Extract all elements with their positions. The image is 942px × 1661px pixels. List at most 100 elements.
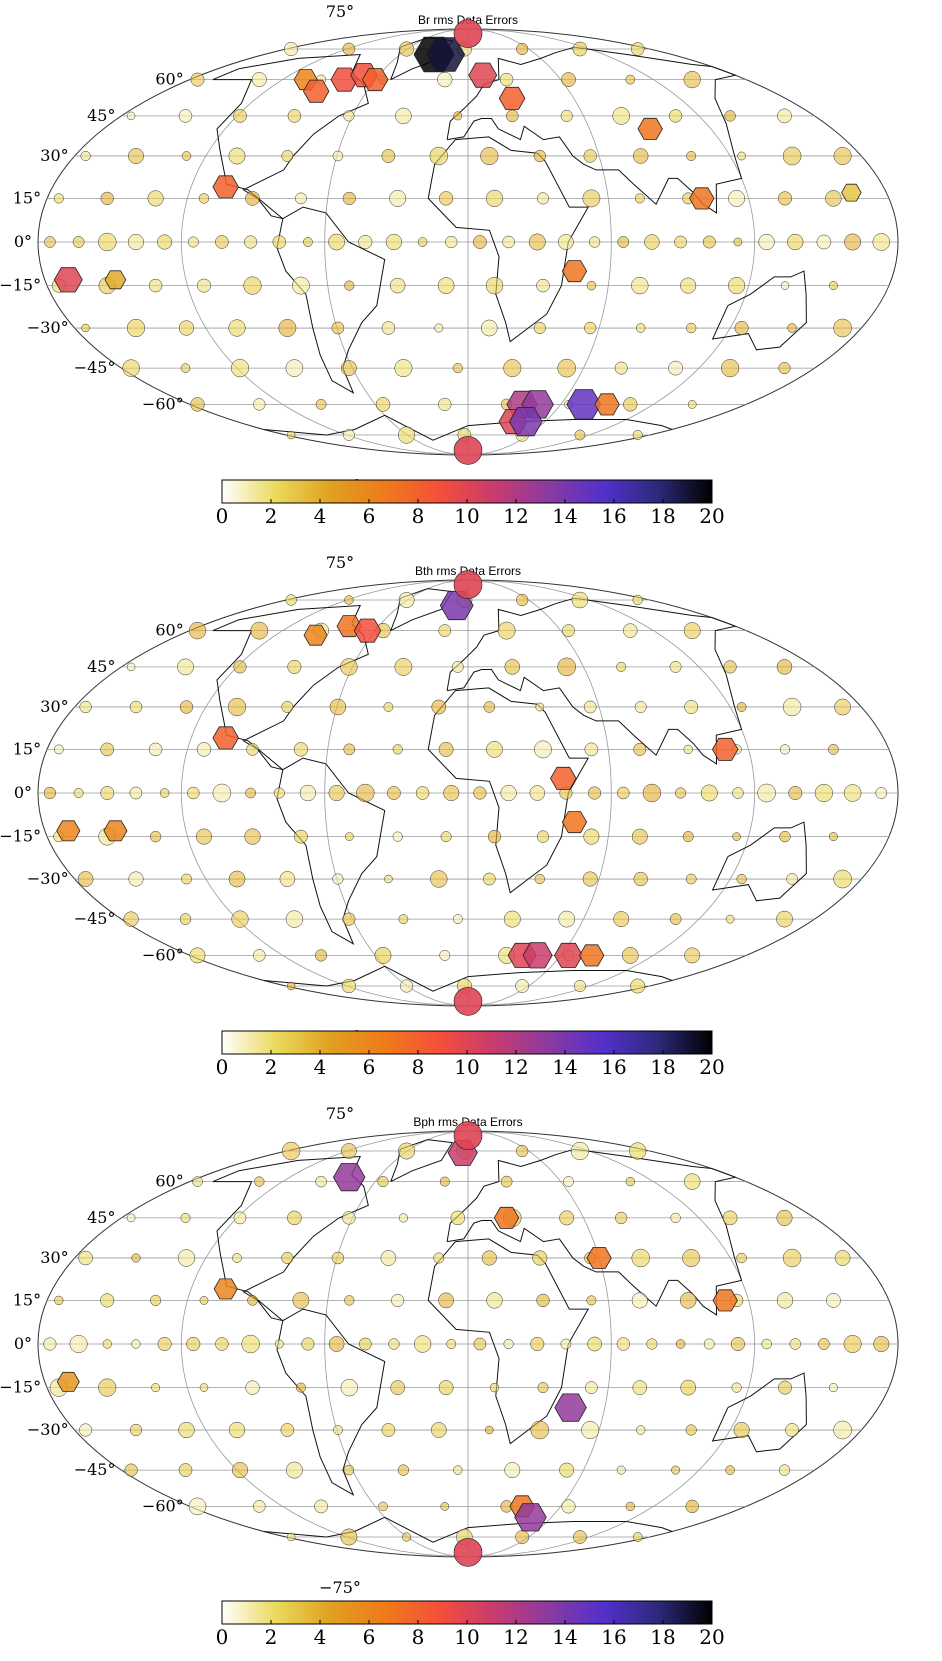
station-marker: [245, 191, 260, 206]
latitude-label: 15°: [13, 188, 41, 207]
station-marker: [381, 321, 396, 335]
station-marker: [687, 400, 697, 409]
latitude-label: −60°: [142, 394, 184, 413]
station-marker: [536, 830, 550, 843]
coastline: [390, 1139, 454, 1183]
data-marker: [453, 1121, 483, 1150]
station-marker: [128, 871, 144, 887]
station-marker: [215, 235, 229, 249]
station-marker: [875, 787, 888, 799]
station-marker: [445, 235, 458, 249]
map-body: [37, 19, 899, 465]
station-marker: [333, 1425, 343, 1435]
station-marker: [615, 1211, 628, 1225]
colorbar-tick-label: 2: [265, 1625, 278, 1649]
latitude-label: −15°: [0, 1378, 41, 1397]
station-marker: [686, 322, 697, 334]
latitude-label: 0°: [14, 783, 32, 802]
station-marker: [233, 660, 247, 674]
station-marker: [69, 1335, 88, 1353]
station-marker: [683, 622, 701, 640]
colorbar-tick-label: 2: [265, 1055, 278, 1079]
station-marker: [181, 873, 192, 885]
station-marker: [438, 397, 452, 412]
station-marker: [199, 1296, 209, 1305]
station-marker: [642, 783, 662, 803]
station-marker: [344, 1295, 355, 1306]
data-marker: [453, 436, 483, 465]
station-marker: [473, 235, 487, 249]
station-marker: [561, 1499, 576, 1514]
station-marker: [453, 111, 463, 121]
station-marker: [636, 1425, 646, 1435]
mollweide-map-bth: Bth rms Data Errors75°60°45°30°15°0°−15°…: [0, 553, 899, 1079]
station-marker: [285, 910, 304, 928]
station-marker: [148, 742, 163, 757]
station-marker: [528, 233, 546, 251]
station-marker: [385, 233, 403, 251]
station-marker: [377, 1176, 389, 1188]
station-marker: [126, 662, 136, 672]
station-marker: [634, 193, 645, 204]
colorbar-tick-label: 4: [314, 1055, 327, 1079]
station-marker: [482, 872, 496, 886]
station-marker: [613, 911, 630, 928]
station-marker: [573, 979, 586, 993]
data-marker: [841, 183, 862, 202]
data-marker: [514, 1503, 547, 1532]
station-marker: [451, 661, 464, 673]
colorbar-tick-label: 16: [601, 504, 626, 528]
station-marker: [398, 426, 416, 444]
station-marker: [778, 1464, 791, 1476]
station-marker: [534, 873, 545, 885]
station-marker: [438, 624, 452, 637]
station-marker: [782, 146, 802, 166]
station-marker: [328, 233, 345, 251]
station-marker: [723, 660, 737, 674]
station-marker: [81, 323, 90, 333]
station-marker: [788, 786, 803, 800]
station-marker: [571, 591, 589, 609]
station-marker: [668, 360, 683, 376]
station-marker: [80, 150, 91, 162]
station-marker: [123, 911, 139, 927]
station-marker: [397, 1464, 410, 1476]
station-marker: [616, 661, 627, 672]
station-marker: [487, 829, 502, 844]
station-marker: [100, 786, 115, 800]
station-marker: [398, 1213, 408, 1223]
latitude-label: 30°: [40, 146, 68, 165]
station-marker: [617, 236, 630, 248]
colorbar: 0 2 4 6 8 10 12 14 16 18 20: [216, 1600, 725, 1649]
station-marker: [732, 832, 741, 841]
station-marker: [177, 1249, 196, 1267]
station-marker: [674, 235, 687, 249]
station-marker: [682, 1249, 701, 1267]
station-marker: [102, 1339, 112, 1349]
station-marker: [433, 1252, 445, 1264]
colorbar-tick-label: 6: [363, 504, 376, 528]
station-marker: [574, 429, 586, 441]
station-marker: [246, 743, 259, 756]
station-marker: [646, 1338, 658, 1350]
station-marker: [776, 659, 793, 675]
station-marker: [381, 149, 396, 163]
station-marker: [563, 1176, 574, 1187]
station-marker: [486, 741, 503, 758]
station-marker: [529, 785, 546, 801]
station-marker: [825, 190, 842, 207]
data-marker: [104, 270, 127, 290]
latitude-label: −30°: [27, 318, 69, 337]
station-marker: [671, 1465, 681, 1475]
latitude-label: −75°: [319, 1578, 361, 1597]
latitude-label: −30°: [27, 869, 69, 888]
data-marker: [594, 393, 620, 416]
colorbar-tick-label: 6: [363, 1625, 376, 1649]
station-marker: [632, 1380, 648, 1395]
station-marker: [73, 788, 84, 798]
station-marker: [818, 1338, 830, 1350]
station-marker: [734, 320, 749, 336]
station-marker: [485, 189, 504, 207]
colorbar-tick-label: 8: [412, 504, 425, 528]
map-body: [37, 570, 899, 1016]
